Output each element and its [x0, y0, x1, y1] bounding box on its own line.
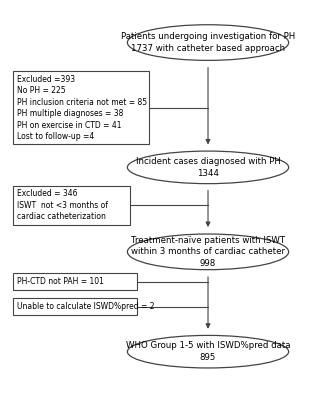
- Ellipse shape: [127, 25, 289, 60]
- Text: Patients undergoing investigation for PH
1737 with catheter based approach: Patients undergoing investigation for PH…: [121, 32, 295, 53]
- Bar: [13, 298, 137, 315]
- Text: Incident cases diagnosed with PH
1344: Incident cases diagnosed with PH 1344: [136, 157, 280, 178]
- Ellipse shape: [127, 151, 289, 184]
- Bar: [13, 186, 130, 225]
- Text: PH-CTD not PAH = 101: PH-CTD not PAH = 101: [17, 277, 104, 286]
- Text: Unable to calculate ISWD%pred = 2: Unable to calculate ISWD%pred = 2: [17, 302, 155, 311]
- Text: Excluded = 346
ISWT  not <3 months of
cardiac catheterization: Excluded = 346 ISWT not <3 months of car…: [17, 190, 108, 221]
- Bar: [13, 71, 149, 144]
- Bar: [13, 273, 137, 290]
- Text: Treatment-naïve patients with ISWT
within 3 months of cardiac catheter
998: Treatment-naïve patients with ISWT withi…: [131, 236, 285, 268]
- Ellipse shape: [127, 234, 289, 270]
- Ellipse shape: [127, 336, 289, 368]
- Text: WHO Group 1-5 with ISWD%pred data
895: WHO Group 1-5 with ISWD%pred data 895: [126, 342, 290, 362]
- Text: Excluded =393
No PH = 225
PH inclusion criteria not met = 85
PH multiple diagnos: Excluded =393 No PH = 225 PH inclusion c…: [17, 75, 147, 141]
